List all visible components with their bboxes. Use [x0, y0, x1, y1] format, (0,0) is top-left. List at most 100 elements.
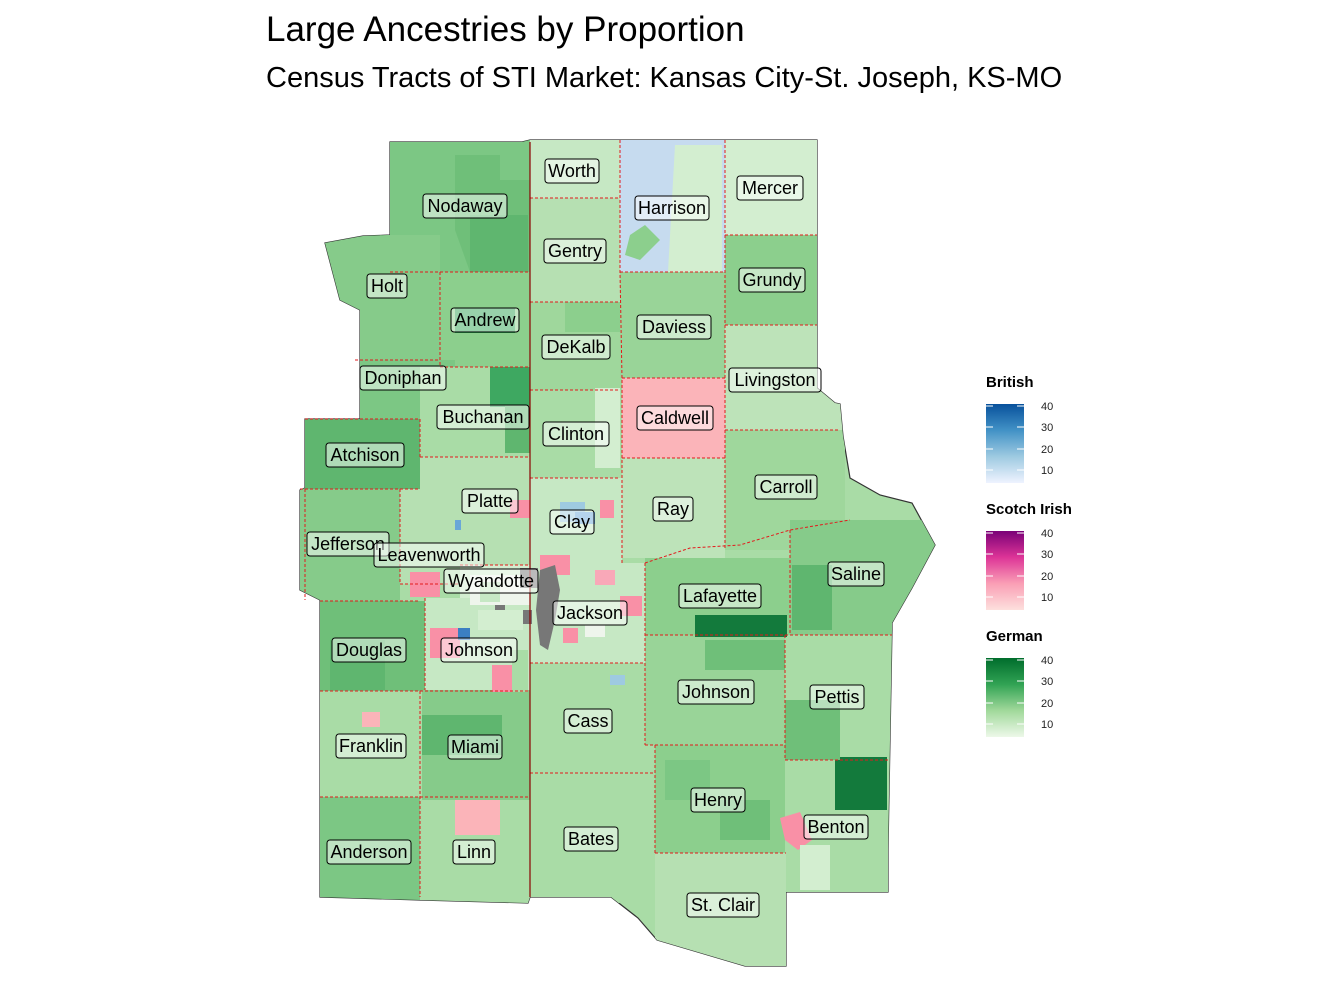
- legend-tick-label: 40: [1041, 655, 1053, 667]
- county-name: Mercer: [742, 178, 798, 198]
- county-name: Pettis: [814, 687, 859, 707]
- county-name: Leavenworth: [377, 545, 480, 565]
- county-name: Grundy: [742, 270, 801, 290]
- county-label: Worth: [544, 158, 600, 184]
- legend-tick-label: 30: [1041, 422, 1053, 434]
- county-label: Douglas: [331, 637, 407, 663]
- legend-tick-marks: [986, 405, 1024, 471]
- county-name: Benton: [807, 817, 864, 837]
- legend-tick-label: 10: [1041, 719, 1053, 731]
- county-name: Andrew: [454, 310, 516, 330]
- county-name: Miami: [451, 737, 499, 757]
- legend-colorbar: [986, 658, 1024, 737]
- county-label: Henry: [690, 787, 746, 813]
- county-label: Holt: [366, 273, 408, 299]
- legend-tick-label: 40: [1041, 401, 1053, 413]
- legend-tick-label: 20: [1041, 571, 1053, 583]
- county-label: Clinton: [542, 421, 610, 447]
- county-name: Caldwell: [641, 408, 709, 428]
- county-name: Johnson: [445, 640, 513, 660]
- county-label: St. Clair: [686, 892, 760, 918]
- county-label: Nodaway: [422, 193, 508, 219]
- county-name: Harrison: [638, 198, 706, 218]
- map-title: Large Ancestries by Proportion: [266, 10, 745, 49]
- county-label: Gentry: [543, 238, 607, 264]
- county-name: Doniphan: [364, 368, 441, 388]
- county-name: Wyandotte: [448, 571, 534, 591]
- county-label: DeKalb: [541, 334, 611, 360]
- legend-tick-marks: [986, 532, 1024, 598]
- county-label: Lafayette: [678, 583, 762, 609]
- county-name: Platte: [467, 491, 513, 511]
- county-label: Leavenworth: [373, 542, 485, 568]
- county-name: Nodaway: [427, 196, 502, 216]
- county-name: DeKalb: [546, 337, 605, 357]
- county-name: Johnson: [682, 682, 750, 702]
- county-label: Harrison: [634, 195, 710, 221]
- county-label: Johnson: [440, 637, 518, 663]
- legend-scotch-irish: Scotch Irish 40 30 20 10: [986, 501, 1072, 610]
- county-fill-holt: [320, 235, 440, 365]
- county-label: Mercer: [736, 175, 804, 201]
- county-name: Lafayette: [683, 586, 757, 606]
- legend-tick-label: 30: [1041, 549, 1053, 561]
- county-fill-leavenworth: [400, 489, 460, 584]
- county-name: Bates: [568, 829, 614, 849]
- county-label: Jackson: [552, 600, 628, 626]
- county-label: Carroll: [754, 474, 818, 500]
- county-label: Livingston: [728, 367, 822, 393]
- county-label: Cass: [563, 708, 613, 734]
- county-label: Clay: [549, 509, 595, 535]
- county-label: Jefferson: [306, 531, 390, 557]
- county-label: Ray: [652, 496, 694, 522]
- county-name: Ray: [657, 499, 689, 519]
- county-label: Atchison: [325, 442, 405, 468]
- county-label: Bates: [563, 826, 619, 852]
- county-name: Gentry: [548, 241, 602, 261]
- county-label: Johnson: [677, 679, 755, 705]
- county-label: Anderson: [326, 839, 412, 865]
- county-label: Doniphan: [359, 365, 447, 391]
- county-name: Linn: [457, 842, 491, 862]
- county-name: Douglas: [336, 640, 402, 660]
- county-name: Clay: [554, 512, 590, 532]
- county-label: Pettis: [809, 684, 865, 710]
- county-label: Platte: [461, 488, 519, 514]
- legend-tick-label: 20: [1041, 444, 1053, 456]
- county-name: Atchison: [330, 445, 399, 465]
- legend-tick-label: 10: [1041, 465, 1053, 477]
- county-name: Saline: [831, 564, 881, 584]
- legend-tick-label: 40: [1041, 528, 1053, 540]
- county-label: Franklin: [335, 733, 407, 759]
- county-name: Anderson: [330, 842, 407, 862]
- county-name: Livingston: [734, 370, 815, 390]
- county-label: Benton: [803, 814, 869, 840]
- county-label: Linn: [452, 839, 496, 865]
- county-labels: Worth Harrison Mercer Nodaway Gentry Gru…: [306, 158, 885, 918]
- legend-tick-label: 30: [1041, 676, 1053, 688]
- legend-title: German: [986, 628, 1043, 645]
- county-label: Daviess: [636, 314, 712, 340]
- county-name: Holt: [371, 276, 403, 296]
- county-label: Miami: [447, 734, 503, 760]
- legend-tick-marks: [986, 659, 1024, 725]
- legend-tick-label: 20: [1041, 698, 1053, 710]
- county-name: Buchanan: [442, 407, 523, 427]
- county-label: Wyandotte: [443, 568, 539, 594]
- legend-title: Scotch Irish: [986, 501, 1072, 518]
- county-name: St. Clair: [691, 895, 755, 915]
- county-name: Daviess: [642, 317, 706, 337]
- legend-colorbar: [986, 531, 1024, 610]
- county-name: Carroll: [759, 477, 812, 497]
- legend-title: British: [986, 374, 1034, 391]
- county-name: Worth: [548, 161, 596, 181]
- legend-tick-label: 10: [1041, 592, 1053, 604]
- legend-colorbar: [986, 404, 1024, 483]
- county-label: Caldwell: [636, 405, 714, 431]
- county-name: Franklin: [339, 736, 403, 756]
- legend-british: British 40 30 20 10: [986, 374, 1053, 483]
- county-name: Clinton: [548, 424, 604, 444]
- county-label: Andrew: [450, 307, 520, 333]
